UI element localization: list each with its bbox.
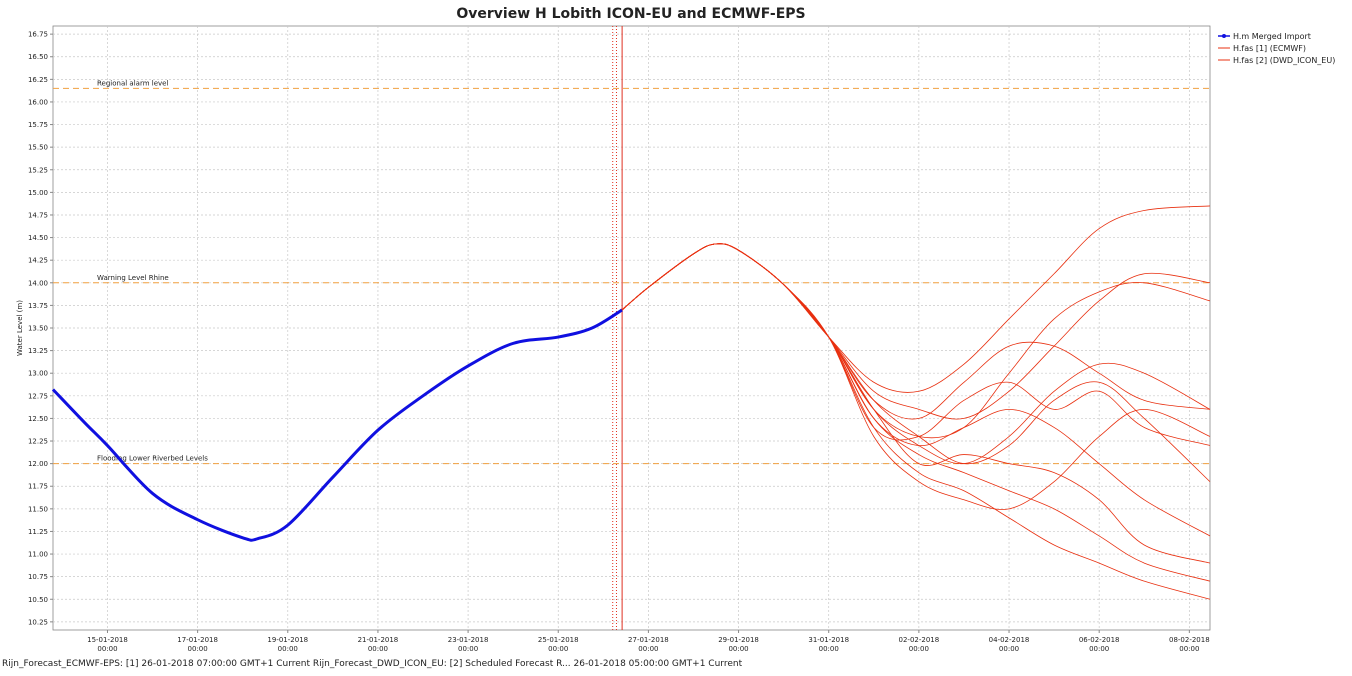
footer: Rijn_Forecast_ECMWF-EPS: [1] 26-01-2018 … — [2, 659, 743, 669]
x-tick-time: 00:00 — [97, 645, 117, 653]
y-tick-label: 12.75 — [28, 392, 48, 400]
legend-label: H.fas [1] (ECMWF) — [1233, 44, 1306, 53]
threshold-label: Regional alarm level — [97, 79, 168, 87]
x-tick-label: 04-02-2018 — [989, 636, 1030, 644]
y-tick-label: 11.50 — [28, 505, 48, 513]
y-tick-label: 12.25 — [28, 438, 48, 446]
x-tick-time: 00:00 — [548, 645, 568, 653]
y-axis-label: Water Level (m) — [16, 300, 24, 356]
y-tick-label: 10.50 — [28, 596, 48, 604]
x-tick-label: 27-01-2018 — [628, 636, 669, 644]
x-tick-label: 23-01-2018 — [448, 636, 489, 644]
y-tick-label: 13.25 — [28, 347, 48, 355]
x-tick-time: 00:00 — [1179, 645, 1199, 653]
y-tick-label: 10.75 — [28, 573, 48, 581]
legend-dot — [1222, 34, 1226, 38]
y-tick-label: 14.00 — [28, 279, 48, 287]
chart-title: Overview H Lobith ICON-EU and ECMWF-EPS — [456, 6, 805, 22]
y-tick-label: 16.25 — [28, 76, 48, 84]
threshold-label: Flooding Lower Riverbed Levels — [97, 455, 208, 463]
y-tick-label: 16.50 — [28, 53, 48, 61]
x-tick-label: 25-01-2018 — [538, 636, 579, 644]
x-tick-label: 21-01-2018 — [358, 636, 399, 644]
x-tick-time: 00:00 — [909, 645, 929, 653]
y-tick-label: 14.50 — [28, 234, 48, 242]
x-tick-time: 00:00 — [188, 645, 208, 653]
legend-label: H.m Merged Import — [1233, 32, 1311, 41]
y-tick-label: 16.00 — [28, 98, 48, 106]
y-tick-label: 12.00 — [28, 460, 48, 468]
x-tick-time: 00:00 — [1089, 645, 1109, 653]
legend-label: H.fas [2] (DWD_ICON_EU) — [1233, 56, 1335, 65]
x-tick-label: 29-01-2018 — [718, 636, 759, 644]
x-tick-time: 00:00 — [999, 645, 1019, 653]
x-tick-label: 17-01-2018 — [177, 636, 218, 644]
y-tick-label: 13.00 — [28, 370, 48, 378]
x-tick-label: 31-01-2018 — [808, 636, 849, 644]
x-tick-time: 00:00 — [819, 645, 839, 653]
x-tick-time: 00:00 — [278, 645, 298, 653]
y-tick-label: 15.25 — [28, 166, 48, 174]
y-tick-label: 11.75 — [28, 483, 48, 491]
y-tick-label: 11.00 — [28, 551, 48, 559]
x-tick-label: 06-02-2018 — [1079, 636, 1120, 644]
x-tick-time: 00:00 — [368, 645, 388, 653]
series-line — [621, 243, 830, 338]
x-tick-time: 00:00 — [638, 645, 658, 653]
x-tick-time: 00:00 — [728, 645, 748, 653]
threshold-label: Warning Level Rhine — [97, 274, 169, 282]
y-tick-label: 13.50 — [28, 325, 48, 333]
x-tick-label: 02-02-2018 — [899, 636, 940, 644]
x-tick-label: 15-01-2018 — [87, 636, 128, 644]
x-tick-time: 00:00 — [458, 645, 478, 653]
y-tick-label: 15.00 — [28, 189, 48, 197]
y-tick-label: 10.25 — [28, 618, 48, 626]
series-line — [51, 308, 623, 542]
x-tick-label: 19-01-2018 — [267, 636, 308, 644]
y-tick-label: 15.50 — [28, 144, 48, 152]
y-tick-label: 11.25 — [28, 528, 48, 536]
y-tick-label: 15.75 — [28, 121, 48, 129]
y-tick-label: 14.25 — [28, 257, 48, 265]
y-tick-label: 12.50 — [28, 415, 48, 423]
y-tick-label: 13.75 — [28, 302, 48, 310]
y-tick-label: 14.75 — [28, 211, 48, 219]
y-tick-label: 16.75 — [28, 31, 48, 39]
x-tick-label: 08-02-2018 — [1169, 636, 1210, 644]
